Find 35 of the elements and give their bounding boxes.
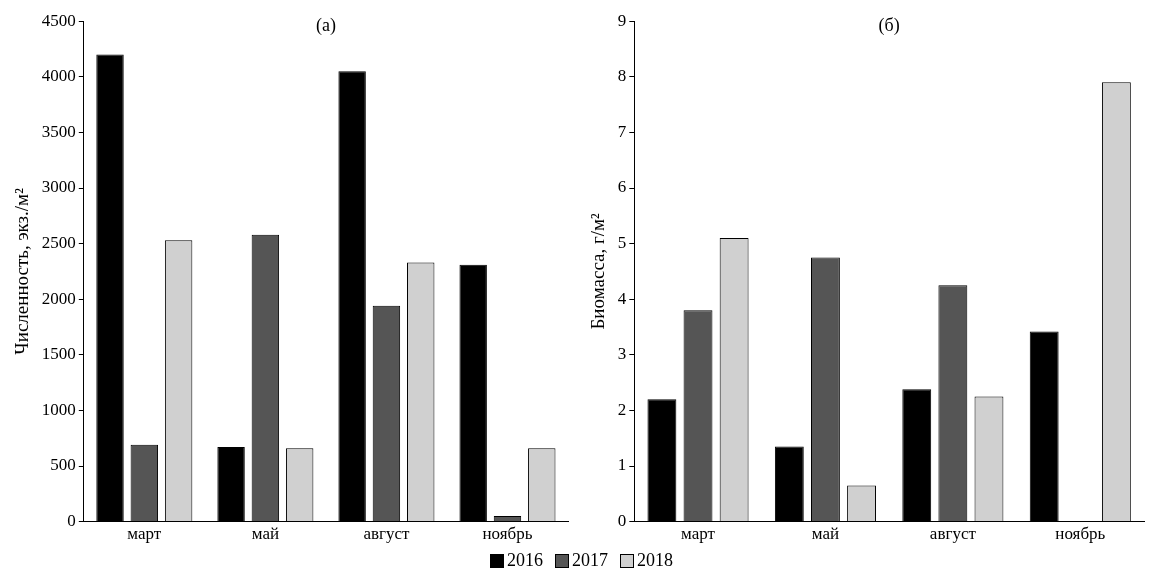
x-tick-label: март xyxy=(127,524,162,544)
y-tick-label: 3500 xyxy=(41,121,76,141)
y-tick-label: 6 xyxy=(617,177,627,197)
y-tick-label: 1500 xyxy=(41,344,76,364)
y-tick-label: 500 xyxy=(50,455,76,475)
x-tick-label: май xyxy=(251,524,280,544)
x-tick-label: август xyxy=(929,524,977,544)
y-tick-label: 7 xyxy=(617,121,627,141)
y-tick-label: 4 xyxy=(617,288,627,308)
y-tick-label: 1 xyxy=(617,455,627,475)
legend-label: 2018 xyxy=(637,550,673,571)
x-tick-label: ноябрь xyxy=(482,524,533,544)
x-tick-label: август xyxy=(363,524,410,544)
legend-label: 2016 xyxy=(507,550,543,571)
y-tick-label: 3000 xyxy=(41,177,76,197)
y-axis-title: Численность, экз./м² xyxy=(11,187,33,355)
y-tick-label: 2000 xyxy=(41,288,76,308)
y-tick-label: 0 xyxy=(617,511,627,531)
chart-title: (б) xyxy=(878,14,900,36)
y-tick-label: 4500 xyxy=(41,10,76,30)
y-tick-label: 4000 xyxy=(41,66,76,86)
x-tick-label: ноябрь xyxy=(1055,524,1106,544)
y-axis-title: Биомасса, г/м² xyxy=(587,212,609,330)
y-tick-label: 2500 xyxy=(41,233,76,253)
legend-label: 2017 xyxy=(572,550,608,571)
y-tick-label: 8 xyxy=(617,66,627,86)
y-tick-label: 5 xyxy=(617,233,627,253)
y-tick-label: 1000 xyxy=(41,399,76,419)
y-tick-label: 3 xyxy=(617,344,627,364)
x-tick-label: март xyxy=(681,524,716,544)
y-tick-label: 2 xyxy=(617,399,627,419)
x-tick-label: май xyxy=(811,524,840,544)
y-tick-label: 9 xyxy=(617,10,627,30)
chart-title: (а) xyxy=(315,14,336,36)
y-tick-label: 0 xyxy=(67,511,76,531)
